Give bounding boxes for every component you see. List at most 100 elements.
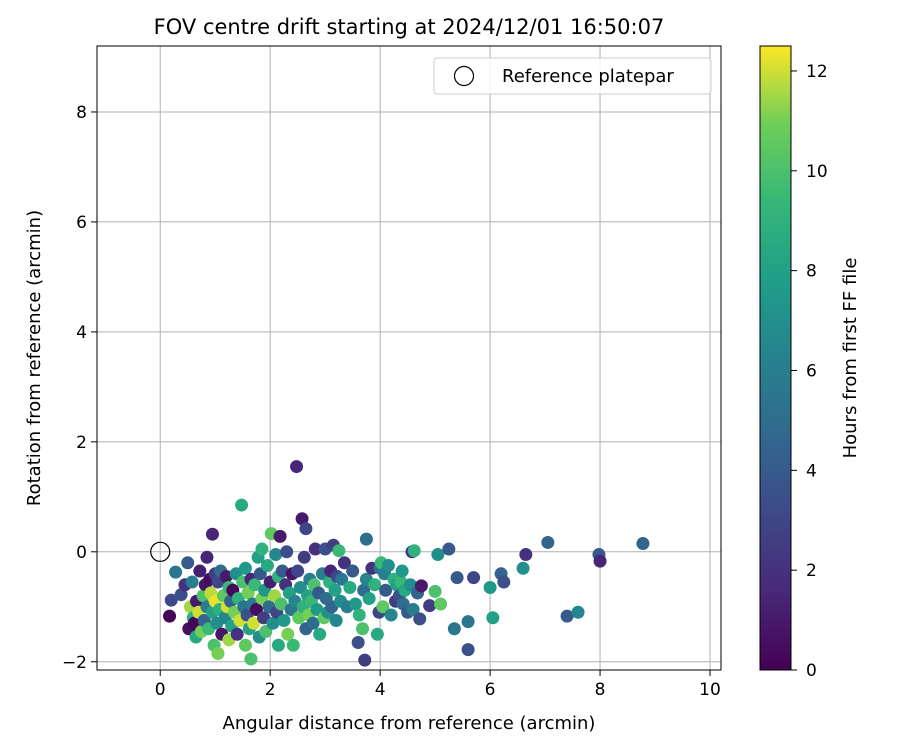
data-point bbox=[238, 561, 252, 575]
data-point bbox=[328, 583, 342, 597]
colorbar-tick-label: 4 bbox=[806, 461, 817, 481]
legend-label: Reference platepar bbox=[502, 66, 674, 87]
y-tick-label: −2 bbox=[62, 653, 87, 673]
legend-marker-icon bbox=[453, 65, 475, 87]
data-point bbox=[450, 571, 464, 585]
reference-marker bbox=[150, 541, 171, 562]
data-point bbox=[193, 564, 207, 578]
data-point bbox=[442, 542, 456, 556]
data-point bbox=[343, 581, 357, 595]
plot-frame bbox=[96, 45, 722, 671]
data-point bbox=[434, 597, 448, 611]
chart-title: FOV centre drift starting at 2024/12/01 … bbox=[154, 15, 665, 39]
data-point bbox=[281, 627, 295, 641]
colorbar-label: Hours from first FF file bbox=[840, 258, 861, 459]
data-points bbox=[163, 460, 650, 667]
data-point bbox=[169, 565, 183, 579]
colorbar-ticks: 0 2 4 6 8 10 12 bbox=[791, 62, 828, 681]
y-tick-label: 0 bbox=[76, 543, 87, 563]
data-point bbox=[486, 611, 500, 625]
data-point bbox=[260, 559, 274, 573]
y-tick-label: 6 bbox=[76, 213, 87, 233]
data-point bbox=[406, 603, 420, 617]
data-point bbox=[346, 564, 360, 578]
data-point bbox=[447, 622, 461, 636]
x-tick-label: 2 bbox=[265, 680, 276, 700]
colorbar bbox=[759, 45, 792, 671]
data-point bbox=[395, 564, 409, 578]
data-point bbox=[200, 550, 214, 564]
colorbar-tick-label: 12 bbox=[806, 62, 828, 82]
data-point bbox=[174, 588, 188, 602]
x-tick-label: 8 bbox=[595, 680, 606, 700]
data-point bbox=[560, 609, 574, 623]
data-point bbox=[329, 614, 343, 628]
data-point bbox=[593, 554, 607, 568]
grid-lines bbox=[97, 46, 721, 670]
x-axis-label: Angular distance from reference (arcmin) bbox=[223, 713, 596, 734]
data-point bbox=[277, 614, 291, 628]
y-tick-label: 8 bbox=[76, 103, 87, 123]
data-point bbox=[358, 653, 372, 667]
data-point bbox=[370, 627, 384, 641]
data-point bbox=[379, 583, 393, 597]
data-point bbox=[384, 608, 398, 622]
reference-platepar-point bbox=[150, 541, 171, 562]
data-point bbox=[280, 545, 294, 559]
data-point bbox=[381, 559, 395, 573]
x-tick-label: 0 bbox=[155, 680, 166, 700]
data-point bbox=[351, 636, 365, 650]
y-axis-ticks: −2 0 2 4 6 8 bbox=[62, 103, 97, 673]
data-point bbox=[337, 556, 351, 570]
data-point bbox=[273, 529, 287, 543]
x-tick-label: 4 bbox=[375, 680, 386, 700]
data-point bbox=[359, 532, 373, 546]
y-tick-label: 4 bbox=[76, 323, 87, 343]
data-point bbox=[164, 593, 178, 607]
data-point bbox=[306, 616, 320, 630]
data-point bbox=[291, 564, 305, 578]
y-tick-label: 2 bbox=[76, 433, 87, 453]
data-point bbox=[541, 535, 555, 549]
data-point bbox=[356, 622, 370, 636]
x-tick-label: 10 bbox=[699, 680, 721, 700]
data-point bbox=[255, 542, 269, 556]
data-point bbox=[247, 616, 261, 630]
legend: Reference platepar bbox=[433, 57, 712, 95]
data-point bbox=[423, 599, 437, 613]
data-point bbox=[211, 647, 225, 661]
data-point bbox=[274, 597, 288, 611]
data-point bbox=[461, 615, 475, 629]
data-point bbox=[348, 597, 362, 611]
data-point bbox=[571, 605, 585, 619]
data-point bbox=[483, 581, 497, 595]
data-point bbox=[205, 527, 219, 541]
data-point bbox=[516, 561, 530, 575]
data-point bbox=[269, 548, 283, 562]
data-point bbox=[362, 592, 376, 606]
data-point bbox=[297, 550, 311, 564]
data-point bbox=[376, 600, 390, 614]
data-point bbox=[292, 611, 306, 625]
x-axis-ticks: 0 2 4 6 8 10 bbox=[155, 670, 721, 700]
data-point bbox=[352, 608, 366, 622]
data-point bbox=[238, 638, 252, 652]
colorbar-tick-label: 10 bbox=[806, 162, 828, 182]
data-point bbox=[290, 460, 304, 474]
data-point bbox=[266, 616, 280, 630]
data-point bbox=[185, 575, 199, 589]
data-point bbox=[368, 578, 382, 592]
legend-box bbox=[433, 57, 712, 95]
data-point bbox=[275, 564, 289, 578]
data-point bbox=[431, 548, 445, 562]
data-point bbox=[235, 498, 249, 512]
data-point bbox=[497, 575, 511, 589]
data-point bbox=[244, 652, 258, 666]
data-point bbox=[271, 638, 285, 652]
data-point bbox=[335, 572, 349, 586]
data-point bbox=[308, 542, 322, 556]
colorbar-tick-label: 8 bbox=[806, 262, 817, 282]
data-point bbox=[332, 544, 346, 558]
data-point bbox=[286, 638, 300, 652]
